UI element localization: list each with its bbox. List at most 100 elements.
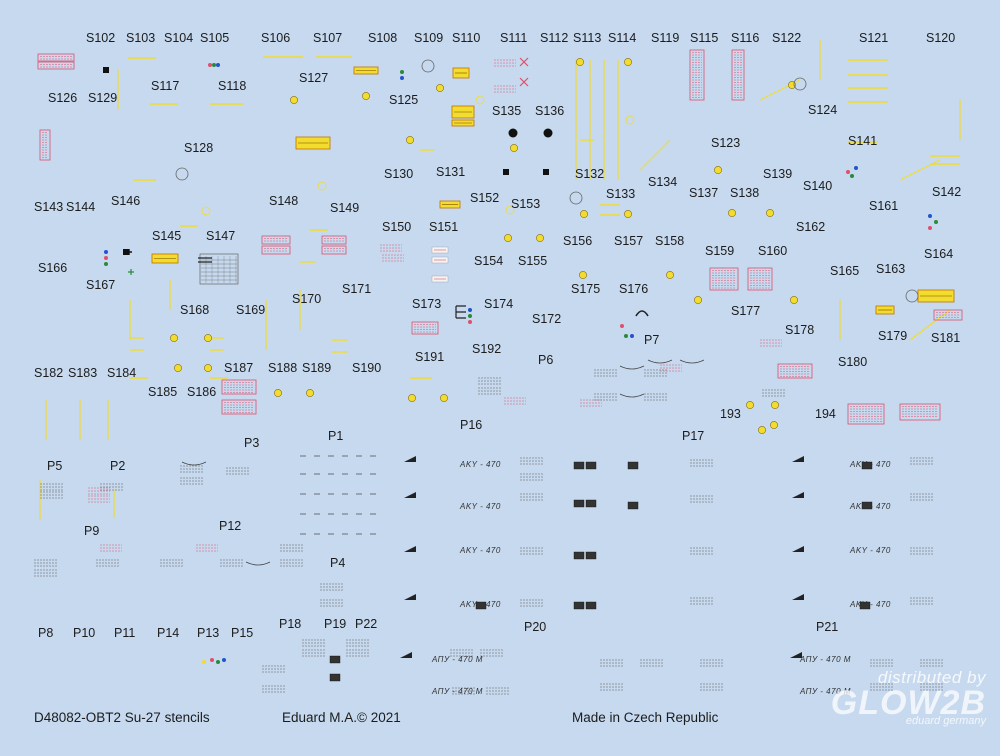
color-dot: [630, 334, 634, 338]
stencil-label-p5: P5: [47, 459, 63, 473]
yellow-symbol: [666, 271, 674, 279]
yellow-symbol: [536, 234, 544, 242]
stencil-label-s165: S165: [830, 264, 860, 278]
yellow-symbol: [758, 426, 766, 434]
yellow-symbol: [306, 389, 314, 397]
stencil-label-s151: S151: [429, 220, 459, 234]
watermark-line-1: distributed by: [877, 668, 986, 687]
stencil-label-s107: S107: [313, 31, 343, 45]
yellow-symbol: [436, 84, 444, 92]
dark-block: [859, 601, 871, 610]
stencil-label-s137: S137: [689, 186, 719, 200]
stencil-label-s181: S181: [931, 331, 961, 345]
stencil-label-194: 194: [815, 407, 836, 421]
stencil-label-p19: P19: [324, 617, 347, 631]
stencil-label-p3: P3: [244, 436, 260, 450]
stencil-label-s121: S121: [859, 31, 889, 45]
grey-curve: [245, 561, 271, 566]
stencil-label-s105: S105: [200, 31, 230, 45]
yellow-stripe: [899, 159, 941, 181]
color-dot: [216, 660, 220, 664]
color-dot: [928, 214, 932, 218]
yellow-symbol: [406, 136, 414, 144]
stencil-label-p6: P6: [538, 353, 554, 367]
stencil-label-s169: S169: [236, 303, 266, 317]
red-stencil: [39, 129, 51, 161]
gauge-circle: [175, 167, 189, 181]
stencil-label-s179: S179: [878, 329, 908, 343]
yellow-symbol: [728, 209, 736, 217]
red-cross: [519, 57, 529, 67]
black-pointer: [790, 652, 802, 658]
dark-block: [573, 461, 585, 470]
stencil-label-s102: S102: [86, 31, 116, 45]
yellow-symbol: [290, 96, 298, 104]
yellow-symbol: [624, 58, 632, 66]
stencil-label-s154: S154: [474, 254, 504, 268]
stencil-label-s187: S187: [224, 361, 254, 375]
yellow-ring: [505, 205, 515, 215]
red-stencil: [689, 49, 705, 101]
black-pointer: [404, 456, 416, 462]
stencil-label-s134: S134: [648, 175, 678, 189]
grey-curve: [619, 393, 645, 398]
dark-block: [573, 551, 585, 560]
red-stencil: [221, 379, 257, 395]
red-stencil: [221, 399, 257, 415]
black-dot: [543, 128, 553, 138]
stencil-label-p14: P14: [157, 626, 180, 640]
stencil-label-s150: S150: [382, 220, 412, 234]
color-dot: [846, 170, 850, 174]
stencil-label-s133: S133: [606, 187, 636, 201]
color-dot: [934, 220, 938, 224]
stencil-label-p7: P7: [644, 333, 660, 347]
yellow-symbol: [580, 210, 588, 218]
dark-block: [573, 601, 585, 610]
stencil-label-s118: S118: [218, 79, 247, 93]
stencil-label-s149: S149: [330, 201, 360, 215]
red-stencil: [933, 309, 963, 321]
black-dot: [508, 128, 518, 138]
stencil-label-s124: S124: [808, 103, 838, 117]
stencil-label-p4: P4: [330, 556, 346, 570]
color-dot: [468, 314, 472, 318]
yellow-symbol: [746, 401, 754, 409]
stencil-label-s114: S114: [608, 31, 637, 45]
watermark-logo: GLOW2B: [830, 684, 986, 722]
stencil-label-s144: S144: [66, 200, 96, 214]
black-pointer: [404, 594, 416, 600]
yellow-symbol: [766, 209, 774, 217]
stencil-label-s188: S188: [268, 361, 298, 375]
stencil-label-s163: S163: [876, 262, 906, 276]
stencil-label-s135: S135: [492, 104, 522, 118]
color-dot: [104, 250, 108, 254]
yellow-ring: [475, 95, 485, 105]
stencil-label-s153: S153: [511, 197, 541, 211]
stencil-label-s178: S178: [785, 323, 815, 337]
stencil-label-s157: S157: [614, 234, 644, 248]
stencil-label-s185: S185: [148, 385, 178, 399]
color-dot: [620, 324, 624, 328]
stencil-label-s123: S123: [711, 136, 741, 150]
stencil-label-p22: P22: [355, 617, 378, 631]
origin: Made in Czech Republic: [572, 710, 719, 725]
aky-stencil: AKY - 470: [460, 600, 501, 609]
stencil-label-s122: S122: [772, 31, 802, 45]
stencil-label-s115: S115: [690, 31, 719, 45]
watermark: distributed by GLOW2B eduard germany: [831, 668, 986, 727]
stencil-label-s164: S164: [924, 247, 954, 261]
yellow-symbol: [504, 234, 512, 242]
stencil-label-s183: S183: [68, 366, 98, 380]
grey-curve: [647, 359, 673, 364]
red-stencil: [411, 321, 439, 335]
yellow-symbol: [771, 401, 779, 409]
stencil-label-s160: S160: [758, 244, 788, 258]
stencil-label-s139: S139: [763, 167, 793, 181]
stencil-label-s167: S167: [86, 278, 116, 292]
equals-symbol: [198, 257, 212, 263]
color-dot: [624, 334, 628, 338]
stencil-label-s190: S190: [352, 361, 382, 375]
color-dot: [216, 63, 220, 67]
red-stencil: [777, 363, 813, 379]
